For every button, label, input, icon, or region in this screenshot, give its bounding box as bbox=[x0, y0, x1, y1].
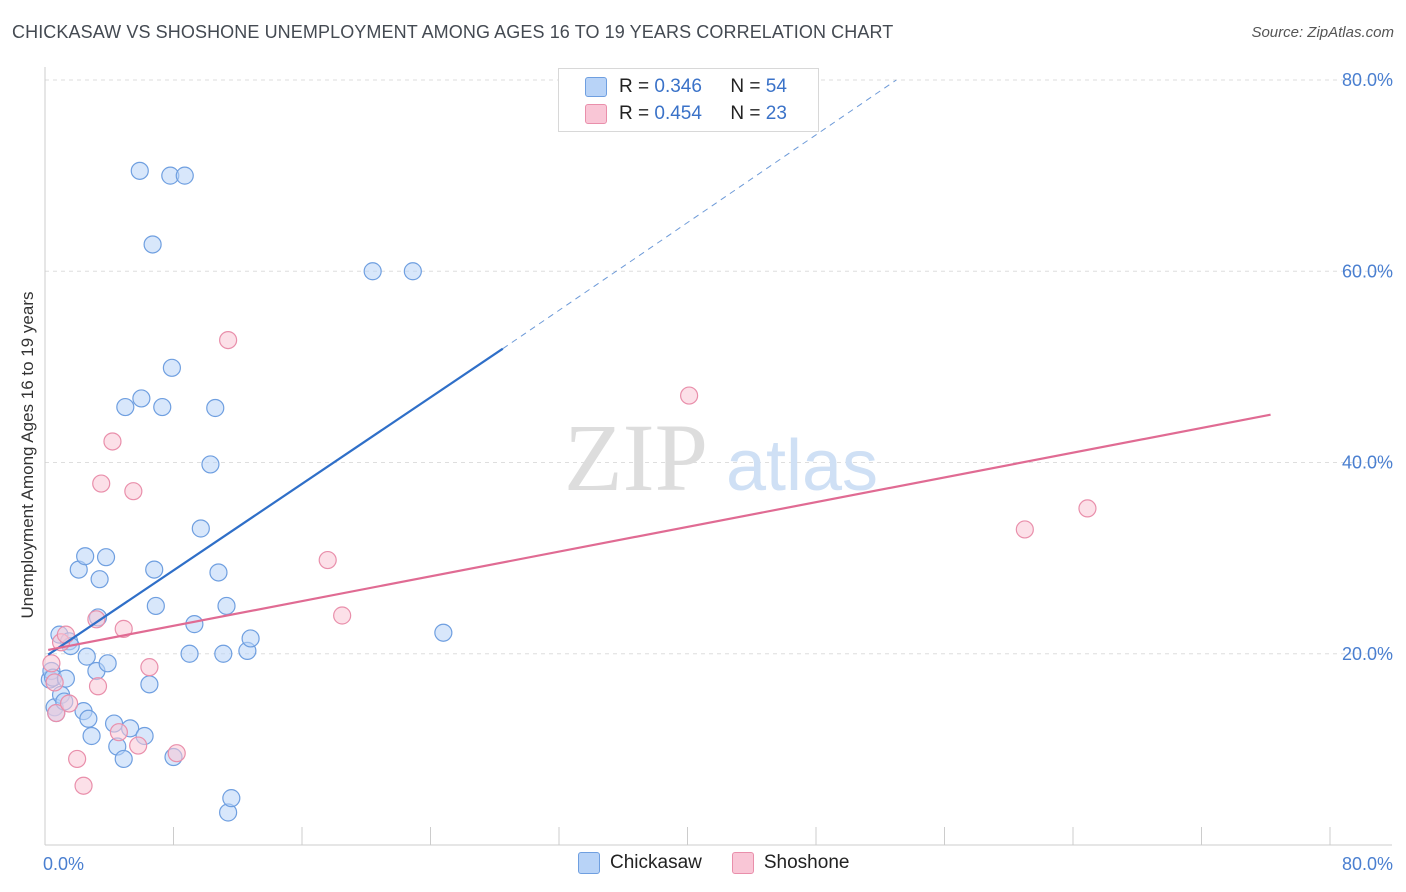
data-point-chickasaw bbox=[98, 654, 117, 673]
data-point-shoshone bbox=[103, 432, 122, 451]
data-point-chickasaw bbox=[140, 675, 159, 694]
data-point-chickasaw bbox=[162, 358, 181, 377]
data-point-shoshone bbox=[114, 619, 133, 638]
data-point-shoshone bbox=[109, 723, 128, 742]
data-points bbox=[40, 161, 1097, 822]
data-point-chickasaw bbox=[201, 455, 220, 474]
series-shoshone bbox=[42, 331, 1097, 795]
data-point-chickasaw bbox=[90, 570, 109, 589]
data-point-shoshone bbox=[42, 654, 61, 673]
data-point-shoshone bbox=[140, 658, 159, 677]
y-tick-label: 40.0% bbox=[1342, 453, 1393, 473]
data-point-chickasaw bbox=[82, 726, 101, 746]
y-tick-label: 60.0% bbox=[1342, 261, 1393, 281]
data-point-shoshone bbox=[129, 736, 148, 755]
data-point-shoshone bbox=[333, 606, 352, 625]
data-point-shoshone bbox=[1078, 499, 1097, 518]
y-tick-label: 20.0% bbox=[1342, 644, 1393, 664]
trend-line-chickasaw bbox=[47, 347, 504, 656]
series-swatch-chickasaw bbox=[578, 852, 600, 874]
series-legend-chickasaw[interactable]: Chickasaw bbox=[578, 852, 702, 874]
data-point-chickasaw bbox=[191, 519, 210, 538]
data-point-shoshone bbox=[45, 673, 64, 692]
legend-r-label: R = bbox=[619, 103, 650, 124]
data-point-chickasaw bbox=[185, 615, 204, 634]
data-point-shoshone bbox=[92, 474, 111, 493]
legend-n-label: N = bbox=[730, 76, 761, 97]
data-point-chickasaw bbox=[96, 548, 116, 567]
data-point-chickasaw bbox=[363, 262, 382, 281]
data-point-shoshone bbox=[87, 610, 106, 629]
series-legend: Chickasaw Shoshone bbox=[578, 852, 879, 874]
series-chickasaw bbox=[40, 161, 453, 822]
series-label-shoshone: Shoshone bbox=[763, 852, 850, 873]
data-point-chickasaw bbox=[175, 166, 194, 185]
axes bbox=[44, 67, 1392, 846]
data-point-chickasaw bbox=[130, 161, 149, 180]
data-point-chickasaw bbox=[132, 389, 151, 408]
data-point-chickasaw bbox=[403, 262, 422, 281]
legend-r-value-chickasaw: 0.346 bbox=[654, 76, 702, 97]
watermark-zip: ZIP bbox=[564, 404, 708, 511]
chart-title: CHICKASAW VS SHOSHONE UNEMPLOYMENT AMONG… bbox=[12, 22, 894, 42]
data-point-chickasaw bbox=[222, 789, 241, 808]
legend-n-value-chickasaw: 54 bbox=[765, 76, 787, 97]
x-tick-label: 0.0% bbox=[43, 854, 84, 874]
y-tick-label: 80.0% bbox=[1342, 70, 1393, 90]
legend-r-label: R = bbox=[619, 76, 650, 97]
trend-extension-chickasaw bbox=[502, 79, 897, 350]
watermark: ZIP atlas bbox=[564, 404, 878, 511]
watermark-atlas: atlas bbox=[726, 426, 878, 506]
data-point-chickasaw bbox=[180, 644, 199, 663]
legend-swatch-shoshone bbox=[585, 104, 607, 124]
data-point-shoshone bbox=[88, 677, 108, 696]
gridlines bbox=[45, 79, 1392, 655]
legend-n-label: N = bbox=[730, 103, 761, 124]
data-point-chickasaw bbox=[217, 596, 236, 616]
series-legend-shoshone[interactable]: Shoshone bbox=[731, 852, 850, 874]
data-point-shoshone bbox=[59, 694, 79, 713]
data-point-chickasaw bbox=[145, 560, 164, 579]
data-point-shoshone bbox=[74, 776, 93, 795]
data-point-chickasaw bbox=[209, 563, 228, 582]
trend-lines bbox=[47, 79, 1271, 656]
data-point-chickasaw bbox=[79, 709, 98, 728]
data-point-shoshone bbox=[680, 386, 699, 405]
data-point-shoshone bbox=[318, 550, 337, 570]
data-point-chickasaw bbox=[77, 647, 96, 666]
data-point-chickasaw bbox=[146, 596, 165, 616]
x-tick-label: 80.0% bbox=[1342, 854, 1393, 874]
data-point-chickasaw bbox=[241, 629, 260, 648]
series-label-chickasaw: Chickasaw bbox=[610, 852, 702, 873]
data-point-shoshone bbox=[1015, 520, 1034, 539]
series-swatch-shoshone bbox=[731, 852, 754, 874]
data-point-chickasaw bbox=[434, 623, 453, 642]
data-point-chickasaw bbox=[76, 547, 95, 566]
legend-n-value-shoshone: 23 bbox=[765, 103, 787, 124]
source-label: Source: ZipAtlas.com bbox=[1251, 24, 1394, 41]
data-point-shoshone bbox=[56, 625, 75, 644]
data-point-chickasaw bbox=[214, 644, 233, 663]
data-point-chickasaw bbox=[114, 749, 133, 769]
data-point-shoshone bbox=[124, 482, 143, 501]
legend-r-value-shoshone: 0.454 bbox=[654, 103, 702, 124]
legend-swatch-chickasaw bbox=[585, 77, 607, 97]
data-point-chickasaw bbox=[116, 397, 135, 417]
data-point-shoshone bbox=[68, 749, 87, 769]
data-point-chickasaw bbox=[143, 235, 162, 254]
legend-row-chickasaw: R = 0.346 N = 54 bbox=[585, 74, 787, 100]
legend-row-shoshone: R = 0.454 N = 23 bbox=[585, 101, 787, 127]
trend-line-shoshone bbox=[48, 413, 1271, 652]
data-point-chickasaw bbox=[153, 397, 172, 417]
tick-labels: 20.0% 40.0% 60.0% 80.0% 0.0% 80.0% bbox=[43, 70, 1393, 874]
data-point-shoshone bbox=[167, 744, 186, 763]
legend: R = 0.346 N = 54 R = 0.454 N = 23 bbox=[558, 68, 819, 132]
data-point-shoshone bbox=[47, 703, 66, 723]
data-point-chickasaw bbox=[206, 398, 225, 418]
data-point-shoshone bbox=[219, 331, 238, 350]
